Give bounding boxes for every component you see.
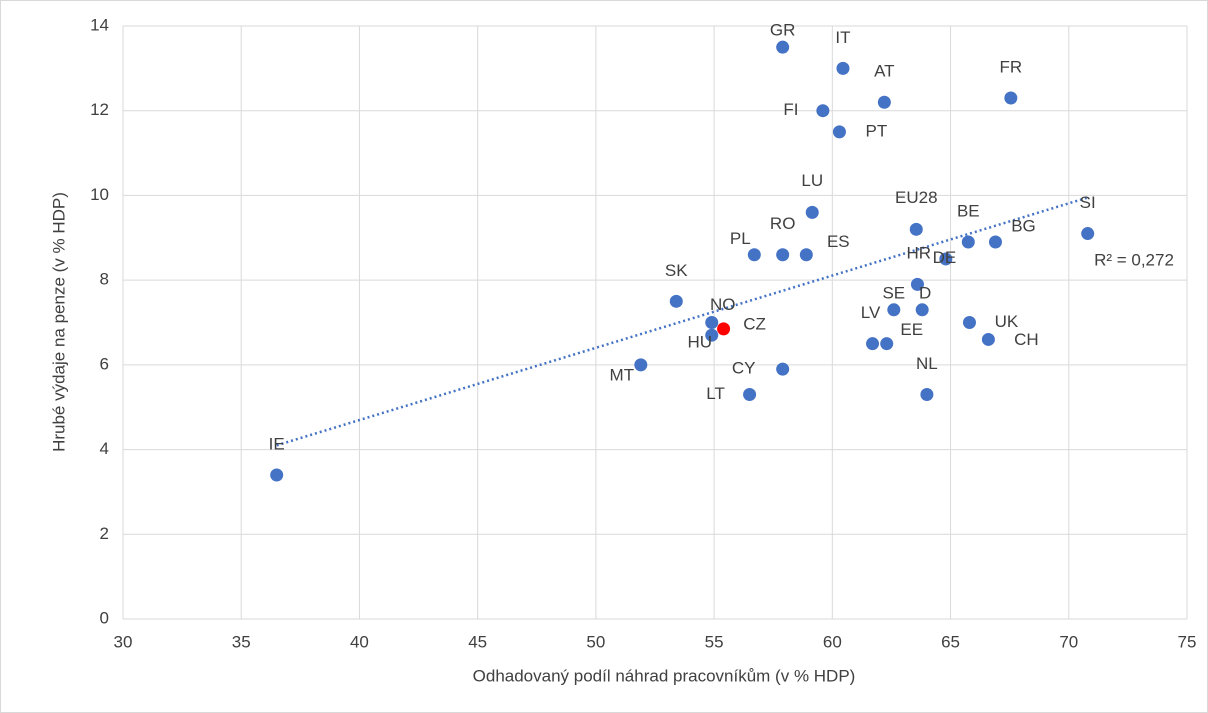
point-label: UK [995,312,1019,331]
x-tick-label: 55 [705,632,724,651]
point-label: D [919,283,931,302]
point-label: SK [665,261,688,280]
point [910,277,924,291]
y-tick-label: 6 [100,354,109,373]
point [961,235,975,249]
point [962,316,976,329]
point-label: LV [861,303,881,322]
y-tick-label: 12 [90,100,109,119]
point [743,388,757,402]
point-label: DE [933,248,957,267]
point [705,328,719,342]
point-label: AT [874,62,894,81]
point-label: EE [900,320,923,339]
point-label: SE [882,283,905,302]
x-tick-label: 65 [941,632,960,651]
y-axis-label: Hrubé výdaje na penze (v % HDP) [49,192,68,452]
x-tick-label: 40 [350,632,369,651]
point [747,248,761,262]
x-tick-label: 60 [823,632,842,651]
x-axis-label: Odhadovaný podíl náhrad pracovníkům (v %… [473,666,856,685]
point [705,316,719,329]
trendline [276,196,1089,447]
point [776,362,790,376]
point [805,205,819,219]
x-tick-label: 30 [114,632,133,651]
trendline-label: R² = 0,272 [1094,250,1174,269]
point [1004,91,1018,105]
point-label: PT [866,121,888,140]
x-tick-label: 75 [1178,632,1197,651]
y-tick-label: 10 [90,185,109,204]
point [270,468,284,482]
y-tick-label: 0 [100,608,109,627]
y-tick-label: 2 [100,524,109,543]
point-label: CY [732,359,756,378]
point-label: FI [783,100,798,119]
point [776,40,790,54]
point [816,104,830,118]
point [887,303,901,317]
point-label: CZ [743,314,766,333]
point-label: HU [687,333,712,352]
y-tick-label: 8 [100,270,109,289]
point [880,337,894,351]
point [988,235,1002,249]
point-label: LT [706,384,725,403]
point-label: CH [1014,330,1039,349]
point-label: IE [269,434,285,453]
point-label: MT [610,365,635,384]
point [939,252,953,266]
y-tick-label: 4 [100,439,109,458]
point [832,125,846,139]
y-tick-label: 14 [90,15,109,34]
point-label: NO [710,295,736,314]
point-label: EU28 [895,188,938,207]
point [634,358,648,372]
point [877,95,891,109]
x-tick-label: 45 [468,632,487,651]
point [1081,227,1095,241]
point-label: HR [907,243,932,262]
point-label: RO [770,214,796,233]
point [915,303,929,317]
point [981,332,995,346]
x-tick-label: 70 [1059,632,1078,651]
point-label: NL [916,354,938,373]
point-label: FR [1000,57,1023,76]
x-tick-label: 35 [232,632,251,651]
point [669,294,683,308]
point-label: ES [827,232,850,251]
point-label: BG [1011,217,1036,236]
point [799,248,813,262]
point [909,222,923,236]
point-label: LU [801,171,823,190]
point-label: IT [835,28,850,47]
point-label: BE [957,202,980,221]
point [920,388,934,402]
point [776,248,790,262]
point-label: SI [1080,193,1096,212]
x-tick-label: 50 [586,632,605,651]
point [866,337,880,351]
point-label: PL [730,229,751,248]
point [717,322,731,336]
point-label: GR [770,21,796,40]
point [836,61,850,75]
